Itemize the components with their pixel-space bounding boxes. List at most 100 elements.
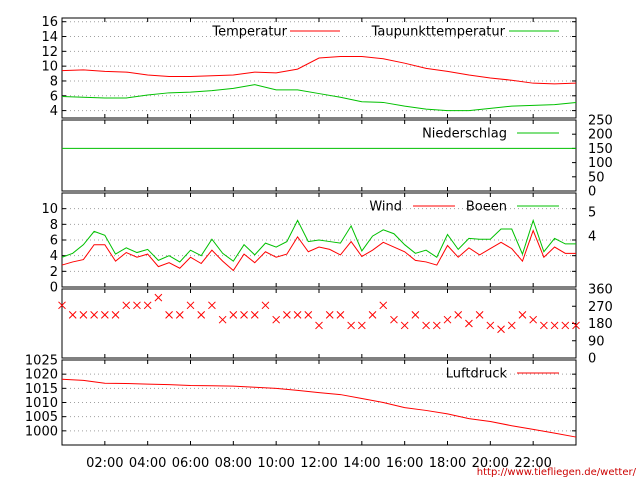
wind-direction-point: [561, 321, 570, 330]
wind-direction-ytick-label: 270: [588, 300, 613, 315]
wind-direction-point: [454, 311, 463, 319]
pressure-ytick-label: 1010: [25, 396, 58, 411]
wind-direction-point: [143, 301, 152, 310]
wind-direction-point: [79, 311, 88, 319]
wind-legend-label: Boeen: [466, 200, 507, 215]
precipitation-ytick-label: 200: [588, 128, 613, 143]
wind-direction-point: [208, 301, 216, 310]
x-tick-label: 14:00: [343, 456, 380, 471]
wind-direction-point: [272, 315, 281, 324]
wind-direction-point: [411, 311, 420, 319]
wind-direction-point: [432, 321, 441, 330]
wind-direction-ytick-label: 0: [588, 352, 596, 367]
wind-direction-point: [390, 315, 398, 324]
temperature-ytick-label: 14: [41, 30, 58, 45]
temperature-ytick-label: 12: [41, 45, 58, 60]
precipitation-ytick-label: 150: [588, 142, 613, 157]
wind-direction-point: [304, 311, 313, 319]
x-tick-label: 10:00: [257, 456, 294, 471]
wind-direction-point: [90, 311, 98, 319]
wind-direction-point: [368, 311, 377, 319]
wind-direction-point: [218, 315, 227, 324]
wind-direction-point: [540, 321, 548, 330]
x-tick-label: 06:00: [172, 456, 209, 471]
wind-direction-panel: 0 90 180 270 360: [58, 283, 613, 367]
precipitation-legend-label: Niederschlag: [422, 127, 507, 142]
wind-direction-ytick-label: 180: [588, 317, 613, 332]
wind-direction-point: [261, 301, 270, 310]
temperature-ytick-label: 8: [50, 74, 58, 89]
temperature-ytick-label: 4: [50, 104, 58, 119]
wind-ytick-label: 10: [41, 202, 58, 217]
wind-direction-point: [68, 311, 77, 319]
footer-url[interactable]: http://www.tiefliegen.de/wetter/: [477, 467, 637, 478]
wind-right-label: 5: [588, 206, 596, 221]
temperature-ytick-label: 10: [41, 60, 58, 75]
pressure-legend-label: Luftdruck: [446, 367, 508, 382]
wind-direction-ytick-label: 360: [588, 283, 613, 298]
wind-ytick-label: 4: [50, 249, 58, 264]
wind-direction-point: [486, 321, 495, 330]
x-tick-label: 16:00: [386, 456, 423, 471]
x-tick-label: 12:00: [300, 456, 337, 471]
wind-direction-point: [133, 301, 141, 310]
x-tick-label: 18:00: [429, 456, 466, 471]
wind-direction-point: [550, 321, 559, 330]
wind-direction-point: [572, 321, 580, 330]
temperature-ytick-label: 6: [50, 89, 58, 104]
wind-direction-point: [58, 301, 66, 310]
wind-direction-point: [186, 301, 195, 310]
wind-direction-point: [197, 311, 206, 319]
x-tick-label: 04:00: [129, 456, 166, 471]
wind-right-label: 4: [588, 230, 596, 245]
wind-series-line: [61, 218, 576, 263]
wind-direction-point: [154, 293, 163, 302]
wind-direction-point: [475, 311, 484, 319]
wind-direction-point: [465, 319, 473, 328]
wind-direction-point: [165, 311, 173, 319]
wind-direction-point: [111, 311, 120, 319]
wind-direction-point: [422, 321, 430, 330]
wind-direction-point: [240, 311, 248, 319]
temperature-legend-label: Taupunkttemperatur: [371, 25, 506, 40]
wind-direction-point: [400, 321, 409, 330]
wind-ytick-label: 6: [50, 234, 58, 249]
x-tick-label: 20:00: [472, 456, 509, 471]
wind-direction-point: [229, 311, 238, 319]
wind-direction-point: [357, 321, 366, 330]
temperature-series-line: [61, 56, 577, 85]
wind-direction-point: [507, 321, 516, 330]
temperature-ytick-label: 16: [41, 15, 58, 30]
precipitation-ytick-label: 0: [588, 185, 596, 200]
wind-direction-point: [529, 315, 538, 324]
pressure-ytick-label: 1015: [25, 382, 58, 397]
temperature-series-line: [61, 84, 577, 112]
precipitation-ytick-label: 100: [588, 156, 613, 171]
wind-direction-point: [283, 311, 291, 319]
x-tick-label: 22:00: [514, 456, 551, 471]
pressure-ytick-label: 1005: [25, 410, 58, 425]
wind-direction-point: [293, 311, 302, 319]
wind-direction-point: [325, 311, 334, 319]
wind-direction-point: [497, 325, 505, 334]
wind-direction-ytick-label: 90: [588, 334, 605, 349]
wind-direction-frame: [61, 288, 577, 359]
temperature-legend-label: Temperatur: [211, 25, 287, 40]
wind-direction-point: [443, 315, 452, 324]
precipitation-ytick-label: 250: [588, 114, 613, 129]
wind-ytick-label: 0: [50, 281, 58, 296]
wind-direction-point: [100, 311, 109, 319]
wind-direction-point: [518, 311, 527, 319]
wind-series-line: [61, 229, 576, 272]
wind-ytick-label: 2: [50, 265, 58, 280]
wind-legend-label: Wind: [369, 200, 402, 215]
wind-direction-point: [347, 321, 355, 330]
pressure-ytick-label: 1025: [25, 354, 58, 369]
wind-ytick-label: 8: [50, 218, 58, 233]
wind-direction-point: [122, 301, 131, 310]
